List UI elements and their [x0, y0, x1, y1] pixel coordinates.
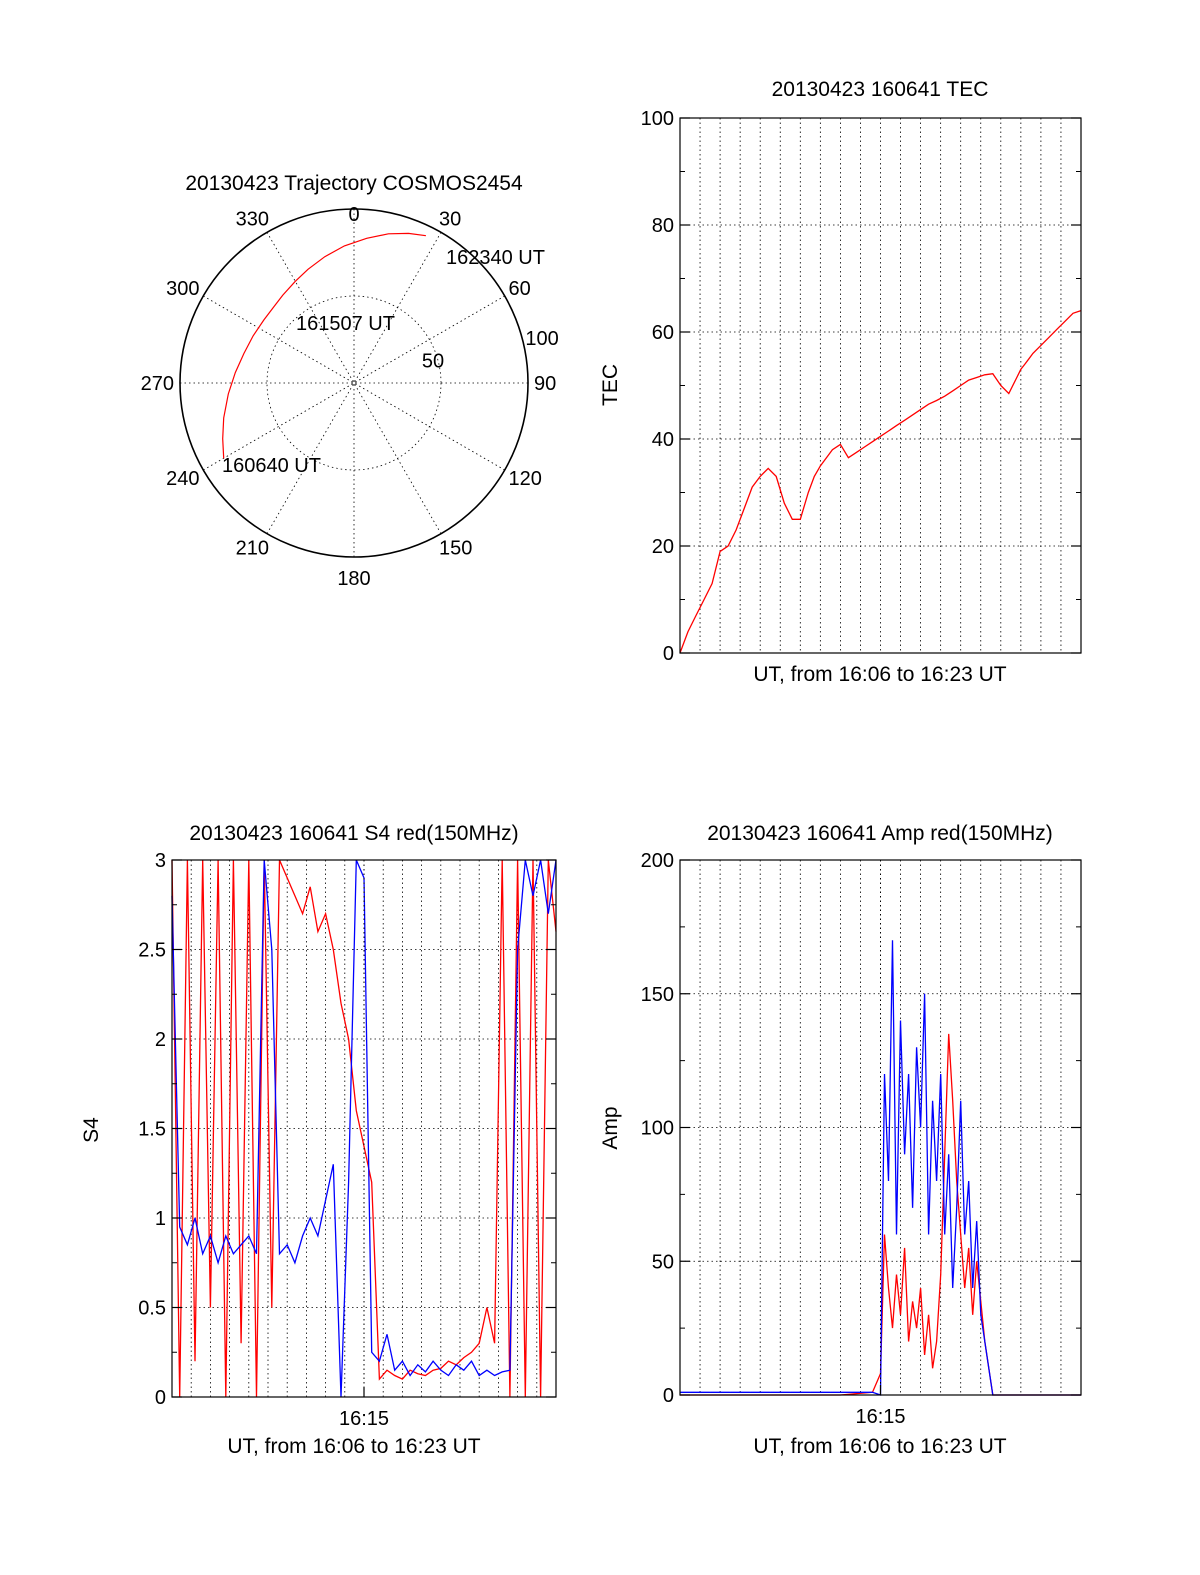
s4-ylabel: S4 — [80, 1117, 103, 1143]
amp-series-line-1 — [680, 940, 1081, 1396]
amp-ylabel: Amp — [599, 1106, 622, 1149]
amp-xlabel: UT, from 16:06 to 16:23 UT — [753, 1435, 1006, 1458]
tec-ytick-label-1: 20 — [652, 536, 674, 558]
polar-azimuth-label-120: 120 — [509, 468, 542, 490]
polar-grid — [180, 209, 528, 557]
polar-chart: 20130423 Trajectory COSMOS2454 0 30 60 90 12… — [141, 172, 559, 590]
s4-xlabel: UT, from 16:06 to 16:23 UT — [227, 1435, 480, 1458]
s4-title: 20130423 160641 S4 red(150MHz) — [189, 822, 518, 845]
polar-annotation-mid: 161507 UT — [296, 313, 395, 335]
tec-grid — [680, 118, 1081, 653]
tec-chart: 20130423 160641 TEC 0 20 40 60 80 100 UT, fro… — [599, 78, 1082, 686]
polar-azimuth-label-300: 300 — [166, 278, 199, 300]
amp-series — [680, 940, 1081, 1396]
tec-xlabel: UT, from 16:06 to 16:23 UT — [753, 663, 1006, 686]
tec-ytick-label-3: 60 — [652, 322, 674, 344]
polar-radial-labels: 50 100 — [422, 328, 559, 373]
tec-series-line-0 — [679, 309, 1082, 654]
s4-series-line-0 — [171, 859, 557, 1398]
s4-ytick-label-5: 2.5 — [138, 940, 166, 962]
tec-ytick-label-0: 0 — [663, 643, 674, 665]
tec-y-ticks: 0 20 40 60 80 100 — [641, 108, 1081, 665]
polar-azimuth-label-0: 0 — [348, 204, 359, 226]
polar-azimuth-label-60: 60 — [509, 278, 531, 300]
polar-azimuth-label-30: 30 — [439, 208, 461, 230]
amp-ytick-label-4: 200 — [641, 850, 674, 872]
s4-series-line-1 — [171, 859, 557, 1398]
s4-y-ticks: 0 0.5 1 1.5 2 2.5 3 — [138, 850, 556, 1409]
s4-ytick-label-6: 3 — [155, 850, 166, 872]
s4-x-ticks: 16:15 — [339, 860, 389, 1430]
polar-radial-label-50: 50 — [422, 350, 444, 372]
polar-outer-ring — [179, 208, 529, 558]
s4-ytick-label-0: 0 — [155, 1387, 166, 1409]
polar-azimuth-label-150: 150 — [439, 538, 472, 560]
polar-trajectory-line — [222, 232, 426, 459]
polar-azimuth-label-330: 330 — [236, 208, 269, 230]
amp-xtick-label-0: 16:15 — [855, 1406, 905, 1428]
amp-y-ticks: 0 50 100 150 200 — [641, 850, 1081, 1407]
amp-ytick-label-2: 100 — [641, 1118, 674, 1140]
polar-annotation-start: 160640 UT — [222, 455, 321, 477]
s4-series — [171, 859, 557, 1398]
polar-azimuth-label-180: 180 — [337, 568, 370, 590]
amp-ytick-label-1: 50 — [652, 1251, 674, 1273]
polar-azimuth-label-210: 210 — [236, 538, 269, 560]
amp-title: 20130423 160641 Amp red(150MHz) — [707, 822, 1053, 845]
tec-ytick-label-2: 40 — [652, 429, 674, 451]
amp-ytick-label-0: 0 — [663, 1385, 674, 1407]
s4-chart: 20130423 160641 S4 red(150MHz) 0 0.5 1 1.5 2… — [80, 822, 557, 1458]
polar-azimuth-label-240: 240 — [166, 468, 199, 490]
polar-radial-label-100: 100 — [525, 328, 558, 350]
polar-annotation-end: 162340 UT — [446, 247, 545, 269]
polar-title: 20130423 Trajectory COSMOS2454 — [185, 172, 523, 195]
amp-ytick-label-3: 150 — [641, 984, 674, 1006]
tec-ylabel: TEC — [599, 364, 622, 406]
tec-ytick-label-4: 80 — [652, 215, 674, 237]
polar-azimuth-labels: 0 30 60 90 120 150 180 210 240 270 300 330 — [141, 204, 557, 590]
tec-series — [679, 309, 1082, 654]
amp-x-ticks: 16:15 — [855, 860, 906, 1428]
s4-ytick-label-2: 1 — [155, 1208, 166, 1230]
amp-series-line-0 — [680, 1033, 1081, 1396]
polar-azimuth-label-90: 90 — [534, 373, 556, 395]
s4-xtick-label-0: 16:15 — [339, 1408, 389, 1430]
s4-ytick-label-1: 0.5 — [138, 1298, 166, 1320]
s4-ytick-label-3: 1.5 — [138, 1119, 166, 1141]
polar-azimuth-label-270: 270 — [141, 373, 174, 395]
s4-ytick-label-4: 2 — [155, 1029, 166, 1051]
tec-ytick-label-5: 100 — [641, 108, 674, 130]
tec-title: 20130423 160641 TEC — [772, 78, 989, 101]
amp-chart: 20130423 160641 Amp red(150MHz) 0 50 100 15… — [599, 822, 1082, 1458]
